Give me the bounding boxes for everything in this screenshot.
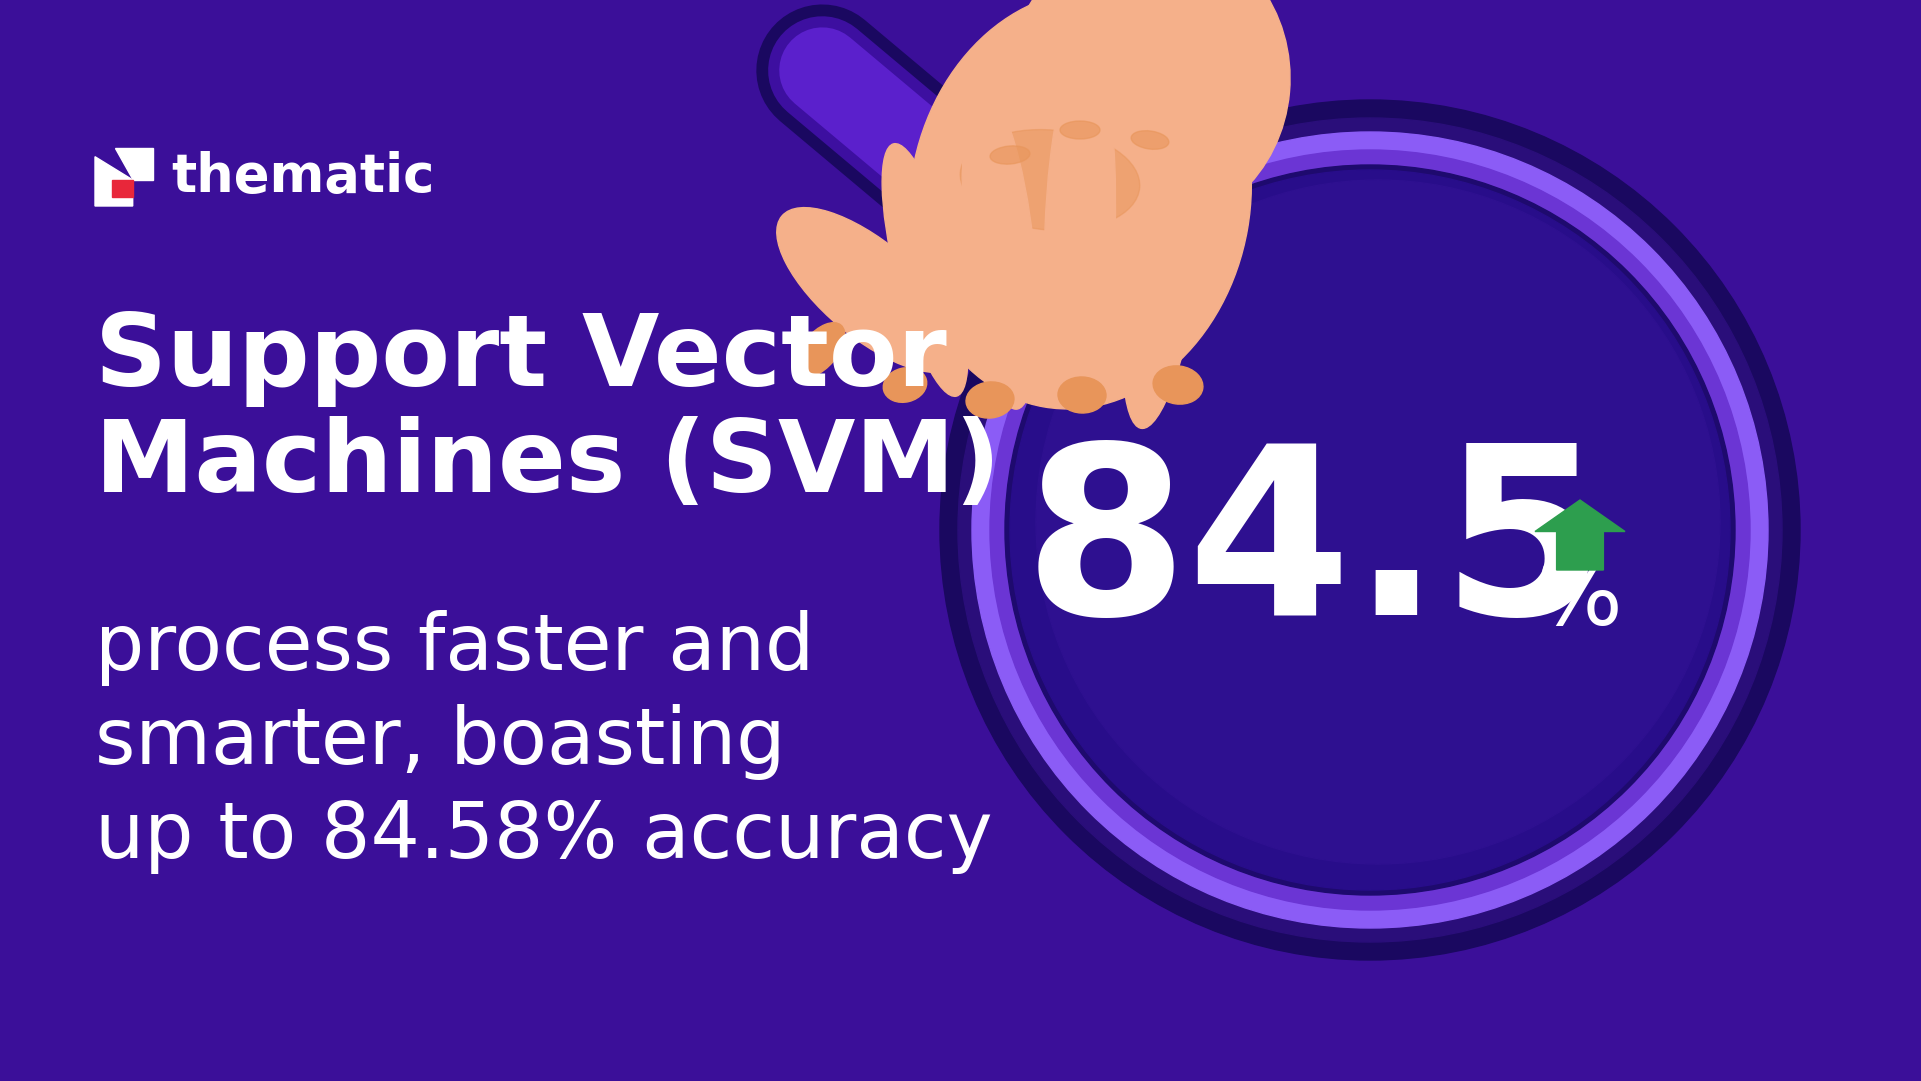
Ellipse shape — [989, 146, 1030, 164]
Circle shape — [959, 118, 1783, 942]
Text: Support Vector
Machines (SVM): Support Vector Machines (SVM) — [94, 310, 1001, 513]
Ellipse shape — [1010, 0, 1291, 230]
Text: thematic: thematic — [171, 151, 434, 203]
Ellipse shape — [962, 91, 1037, 410]
Ellipse shape — [1045, 50, 1116, 410]
Ellipse shape — [1122, 92, 1208, 428]
Circle shape — [1005, 165, 1735, 895]
Polygon shape — [94, 157, 133, 206]
Ellipse shape — [795, 323, 845, 377]
Circle shape — [1035, 181, 1719, 864]
Polygon shape — [115, 148, 154, 179]
Ellipse shape — [966, 382, 1014, 418]
Ellipse shape — [960, 130, 1139, 230]
Ellipse shape — [1153, 365, 1203, 404]
Ellipse shape — [884, 368, 926, 402]
Text: 84.5: 84.5 — [1024, 436, 1606, 664]
Ellipse shape — [909, 0, 1251, 409]
Circle shape — [989, 150, 1750, 910]
Ellipse shape — [882, 144, 968, 397]
Text: process faster and
smarter, boasting
up to 84.58% accuracy: process faster and smarter, boasting up … — [94, 610, 993, 875]
Circle shape — [939, 101, 1800, 960]
Text: %: % — [1537, 556, 1623, 644]
Polygon shape — [1535, 501, 1625, 570]
Ellipse shape — [1131, 131, 1168, 149]
Ellipse shape — [1058, 377, 1106, 413]
Circle shape — [1010, 170, 1731, 890]
Polygon shape — [113, 179, 133, 198]
Circle shape — [972, 132, 1767, 927]
Ellipse shape — [776, 208, 962, 372]
Ellipse shape — [1060, 121, 1101, 139]
